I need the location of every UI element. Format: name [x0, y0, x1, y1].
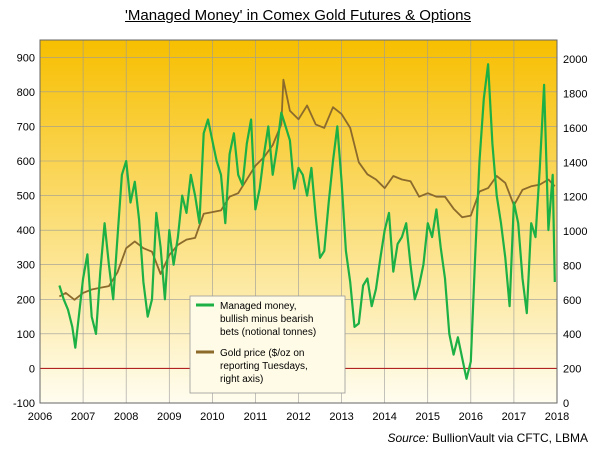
- right-tick-label: 200: [563, 364, 581, 376]
- managed-money-line: [58, 63, 556, 380]
- legend-box: [189, 295, 346, 394]
- left-tick-label: 0: [29, 363, 35, 375]
- legend-label-gold-price-2: reporting Tuesdays,: [220, 361, 308, 372]
- x-tick-label: 2011: [244, 411, 268, 423]
- right-tick-label: 1800: [563, 88, 587, 100]
- x-tick-label: 2010: [200, 411, 224, 423]
- plot-border: [39, 39, 558, 404]
- legend: Managed money, bullish minus bearish bet…: [189, 295, 346, 394]
- right-tick-label: 1000: [563, 226, 587, 238]
- x-tick-label: 2015: [416, 411, 440, 423]
- source-text: BullionVault via CFTC, LBMA: [432, 431, 588, 445]
- right-tick-label: 800: [563, 260, 581, 272]
- legend-label-gold-price-3: right axis): [220, 374, 263, 385]
- legend-label-managed-money-1: Managed money,: [220, 301, 297, 312]
- right-tick-label: 1400: [563, 157, 587, 169]
- right-tick-label: 0: [563, 398, 569, 410]
- left-tick-label: 500: [17, 191, 35, 203]
- x-tick-label: 2018: [545, 411, 569, 423]
- left-tick-label: 100: [17, 329, 35, 341]
- x-tick-label: 2008: [114, 411, 138, 423]
- x-tick-label: 2009: [157, 411, 181, 423]
- left-axis-ticks: 900 800 700 600 500 400 300 200 100 0 -100: [13, 52, 35, 410]
- right-tick-label: 1200: [563, 192, 587, 204]
- x-tick-label: 2012: [286, 411, 310, 423]
- source-prefix: Source:: [387, 431, 429, 445]
- left-tick-label: 200: [17, 294, 35, 306]
- series-lines: [58, 63, 556, 380]
- right-tick-label: 400: [563, 329, 581, 341]
- left-tick-label: 900: [17, 52, 35, 64]
- source-note: Source: BullionVault via CFTC, LBMA: [387, 431, 588, 445]
- legend-label-managed-money-3: bets (notional tonnes): [220, 327, 316, 338]
- x-tick-label: 2016: [459, 411, 483, 423]
- right-tick-label: 1600: [563, 123, 587, 135]
- legend-label-managed-money-2: bullish minus bearish: [220, 314, 313, 325]
- left-tick-label: 600: [17, 156, 35, 168]
- left-tick-label: 300: [17, 260, 35, 272]
- left-tick-label: 400: [17, 225, 35, 237]
- x-tick-label: 2006: [28, 411, 52, 423]
- right-tick-label: 600: [563, 295, 581, 307]
- right-tick-label: 2000: [563, 54, 587, 66]
- x-tick-label: 2014: [372, 411, 396, 423]
- left-tick-label: 800: [17, 87, 35, 99]
- legend-label-gold-price-1: Gold price ($/oz on: [220, 348, 305, 359]
- x-axis-ticks: 2006 2007 2008 2009 2010 2011 2012 2013 2014 2015…: [28, 411, 569, 423]
- x-tick-label: 2007: [71, 411, 95, 423]
- x-tick-label: 2013: [329, 411, 353, 423]
- left-tick-label: 700: [17, 121, 35, 133]
- x-tick-label: 2017: [502, 411, 526, 423]
- left-tick-label: -100: [13, 398, 35, 410]
- chart-title: 'Managed Money' in Comex Gold Futures & …: [125, 7, 471, 24]
